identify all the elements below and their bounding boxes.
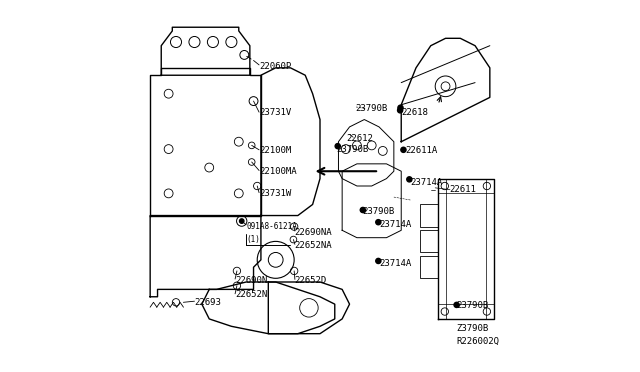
Circle shape: [454, 302, 459, 308]
Text: 23731V: 23731V: [259, 108, 291, 117]
Text: 22693: 22693: [195, 298, 221, 307]
Text: 091A8-6121A: 091A8-6121A: [246, 222, 297, 231]
Text: Z3790B: Z3790B: [456, 324, 489, 333]
Circle shape: [401, 147, 406, 153]
Circle shape: [407, 177, 412, 182]
Text: (1): (1): [246, 235, 260, 244]
Text: 23790B: 23790B: [456, 301, 489, 311]
Text: 22611A: 22611A: [405, 147, 437, 155]
Circle shape: [376, 259, 381, 263]
Text: 23790B: 23790B: [362, 207, 395, 217]
Text: 22100M: 22100M: [259, 147, 291, 155]
Circle shape: [335, 144, 340, 149]
Text: 23714A: 23714A: [379, 259, 412, 268]
Text: 22652NA: 22652NA: [294, 241, 332, 250]
Text: 23714A: 23714A: [410, 178, 443, 187]
Circle shape: [239, 219, 244, 223]
Text: 23790B: 23790B: [337, 145, 369, 154]
Text: 22612: 22612: [346, 134, 372, 142]
Text: 23714A: 23714A: [379, 220, 412, 229]
Text: 22060P: 22060P: [259, 61, 291, 71]
Circle shape: [397, 108, 403, 113]
Text: 22690NA: 22690NA: [294, 228, 332, 237]
Circle shape: [376, 219, 381, 225]
Text: 22690N: 22690N: [235, 276, 268, 285]
Text: 23790B: 23790B: [355, 104, 387, 113]
Circle shape: [360, 208, 365, 212]
Text: R226002Q: R226002Q: [456, 337, 500, 346]
Text: 23731W: 23731W: [259, 189, 291, 198]
Text: 22100MA: 22100MA: [259, 167, 297, 176]
Text: 22618: 22618: [401, 108, 428, 117]
Circle shape: [398, 105, 403, 110]
Text: 22652D: 22652D: [294, 276, 326, 285]
Text: 22611: 22611: [449, 185, 476, 194]
Text: 22652N: 22652N: [235, 291, 268, 299]
